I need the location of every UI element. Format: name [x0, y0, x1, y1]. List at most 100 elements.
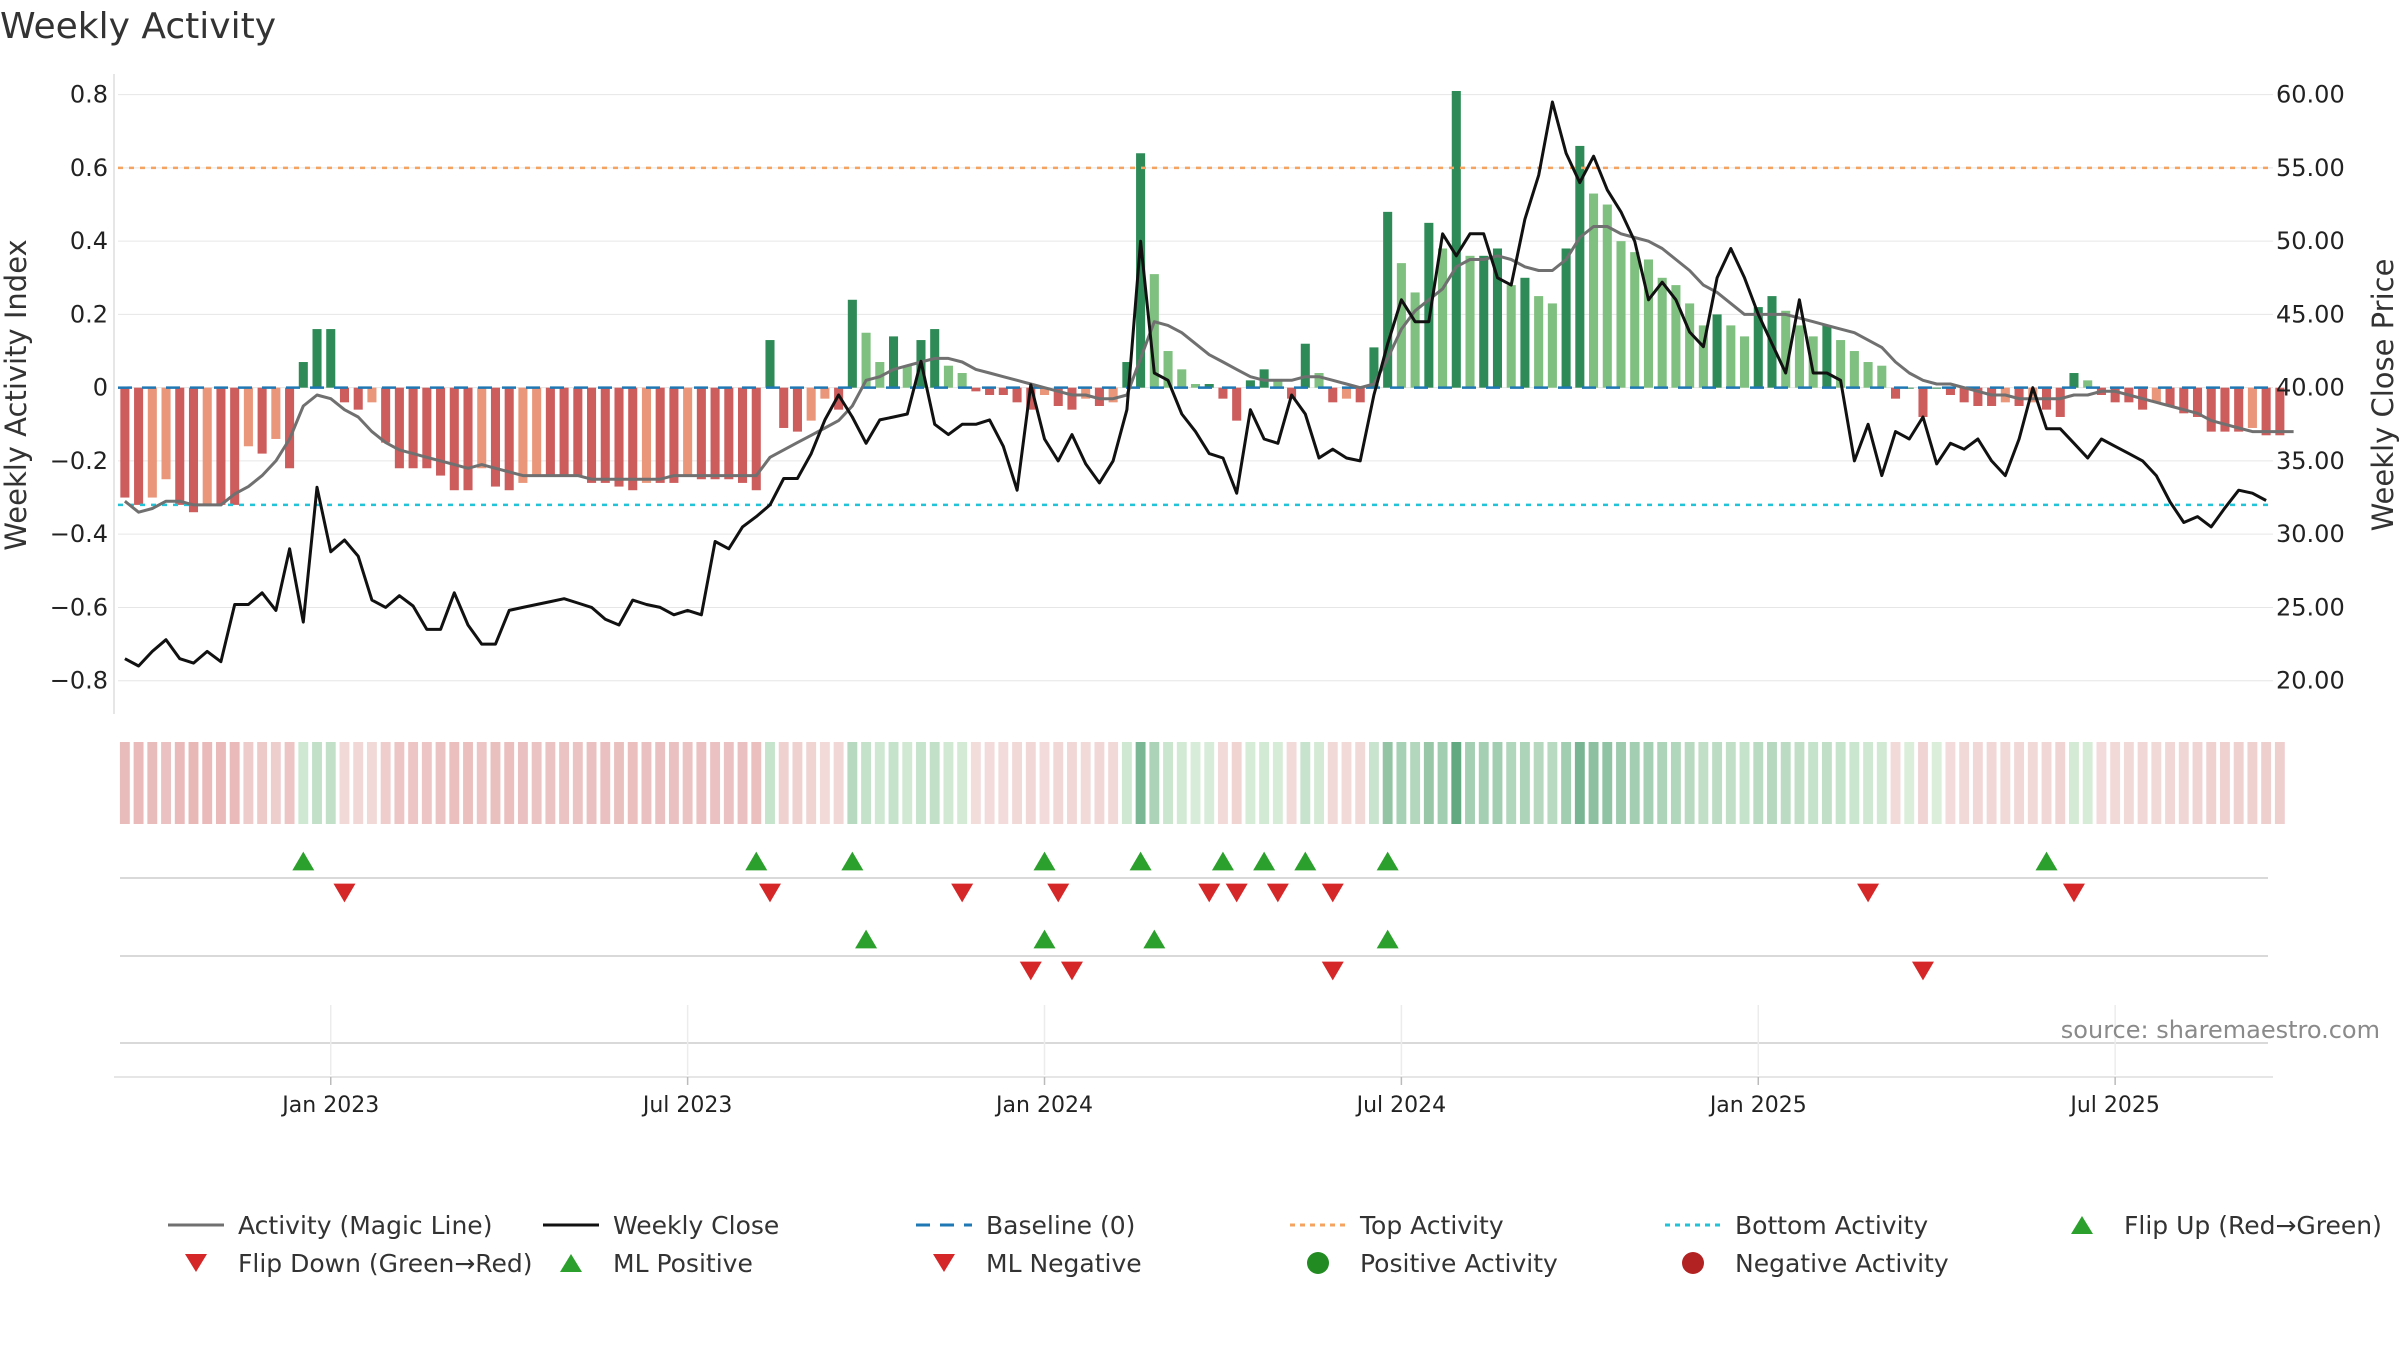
- legend-item-baseline: Baseline (0): [916, 1211, 1135, 1240]
- heat-strip-cell: [2123, 742, 2134, 824]
- heat-strip-cell: [2274, 742, 2285, 824]
- heat-strip-cell: [1053, 742, 1064, 824]
- activity-bar: [175, 387, 185, 505]
- activity-bar: [1149, 274, 1159, 388]
- activity-bar: [2247, 387, 2257, 428]
- activity-bar: [1053, 387, 1063, 406]
- activity-bar: [1314, 373, 1324, 388]
- heat-strip-cell: [655, 742, 666, 824]
- ml-positive-marker: [1376, 929, 1399, 949]
- activity-bar: [408, 387, 418, 469]
- activity-bar: [1781, 310, 1791, 388]
- activity-bar: [202, 387, 212, 505]
- activity-bar: [271, 387, 281, 439]
- activity-bar: [518, 387, 528, 483]
- activity-bar: [1520, 277, 1530, 388]
- heat-strip-cell: [1423, 742, 1434, 824]
- heat-strip-cell: [888, 742, 899, 824]
- activity-bar: [1973, 387, 1983, 406]
- heat-strip-cell: [1753, 742, 1764, 824]
- activity-bar: [738, 387, 748, 483]
- heat-strip-cell: [929, 742, 940, 824]
- activity-bar: [2028, 387, 2038, 403]
- heat-strip-cell: [1245, 742, 1256, 824]
- heat-strip-cell: [861, 742, 872, 824]
- activity-bar: [985, 387, 995, 395]
- y-tick-label: −0.8: [50, 667, 108, 695]
- activity-bar: [381, 387, 391, 443]
- legend-label: Flip Down (Green→Red): [238, 1249, 533, 1278]
- activity-bar: [710, 387, 720, 480]
- activity-bar: [1575, 145, 1585, 388]
- heat-strip-cell: [984, 742, 995, 824]
- heat-strip-cell: [366, 742, 377, 824]
- flip-up-marker: [1129, 851, 1152, 871]
- activity-bar: [367, 387, 377, 403]
- heat-strip-cell: [1218, 742, 1228, 824]
- activity-bar: [490, 387, 500, 487]
- activity-bar: [1602, 204, 1612, 388]
- heat-strip-cell: [902, 742, 913, 824]
- heat-strip-cell: [1163, 742, 1173, 824]
- legend-item-negact: Negative Activity: [1682, 1249, 1949, 1278]
- legend-swatch-up-triangle: [2071, 1216, 2093, 1234]
- flip-down-marker: [333, 883, 356, 903]
- heat-strip-cell: [1629, 742, 1640, 824]
- weekly-close-line: [124, 100, 2267, 668]
- heat-strip-cell: [133, 742, 144, 824]
- ml-negative-marker: [1060, 961, 1083, 981]
- legend-item-magic: Activity (Magic Line): [168, 1211, 492, 1240]
- activity-bar: [353, 387, 363, 410]
- heat-strip-cell: [682, 742, 693, 824]
- heat-strip-cell: [202, 742, 213, 824]
- activity-bar: [257, 387, 267, 454]
- activity-bar: [1863, 362, 1873, 388]
- y2-tick-label: 35.00: [2276, 447, 2345, 475]
- y2-tick-label: 60.00: [2276, 81, 2345, 109]
- legend-item-bottom: Bottom Activity: [1665, 1211, 1928, 1240]
- activity-bar: [1506, 285, 1516, 388]
- heat-strip-cell: [723, 742, 734, 824]
- activity-bar: [1218, 387, 1228, 399]
- x-tick-label: Jul 2025: [2068, 1093, 2160, 1118]
- activity-bar: [1451, 90, 1461, 388]
- activity-bar: [779, 387, 789, 428]
- activity-bar: [1438, 248, 1448, 388]
- activity-bar: [230, 387, 240, 505]
- signal-panels: [120, 851, 2268, 1075]
- legend-item-mlneg: ML Negative: [933, 1249, 1142, 1278]
- heat-strip-cell: [449, 742, 460, 824]
- heat-strip-cell: [1918, 742, 1928, 824]
- heat-strip-cell: [1519, 742, 1530, 824]
- activity-bar: [1726, 325, 1736, 388]
- activity-bar: [449, 387, 459, 491]
- flip-down-marker: [1225, 883, 1248, 903]
- legend-item-flipdown: Flip Down (Green→Red): [185, 1249, 533, 1278]
- activity-bar: [2261, 387, 2271, 436]
- heat-strip-cell: [339, 742, 350, 824]
- activity-bar: [161, 387, 171, 480]
- heat-strip-cell: [1602, 742, 1613, 824]
- activity-bar: [751, 387, 761, 491]
- flip-down-marker: [758, 883, 781, 903]
- heat-strip-cell: [1616, 742, 1626, 824]
- heat-strip-cell: [1286, 742, 1297, 824]
- heat-strip-cell: [1410, 742, 1421, 824]
- activity-bar: [1108, 387, 1118, 403]
- heat-strip-cell: [1931, 742, 1942, 824]
- heat-strip-cell: [257, 742, 268, 824]
- heat-strip-cell: [1670, 742, 1681, 824]
- heat-strip-cell: [1314, 742, 1324, 824]
- heat-strip-cell: [2041, 742, 2052, 824]
- heat-strip-cell: [2165, 742, 2175, 824]
- activity-bar: [1904, 387, 1914, 389]
- heat-strip-cell: [1272, 742, 1283, 824]
- heat-strip-cell: [119, 742, 130, 824]
- activity-bar: [998, 387, 1008, 395]
- heat-strip-cell: [1012, 742, 1023, 824]
- y-tick-label: −0.4: [50, 520, 108, 548]
- activity-bar: [1685, 303, 1695, 388]
- activity-bar: [477, 387, 487, 469]
- heat-strip-cell: [1382, 742, 1393, 824]
